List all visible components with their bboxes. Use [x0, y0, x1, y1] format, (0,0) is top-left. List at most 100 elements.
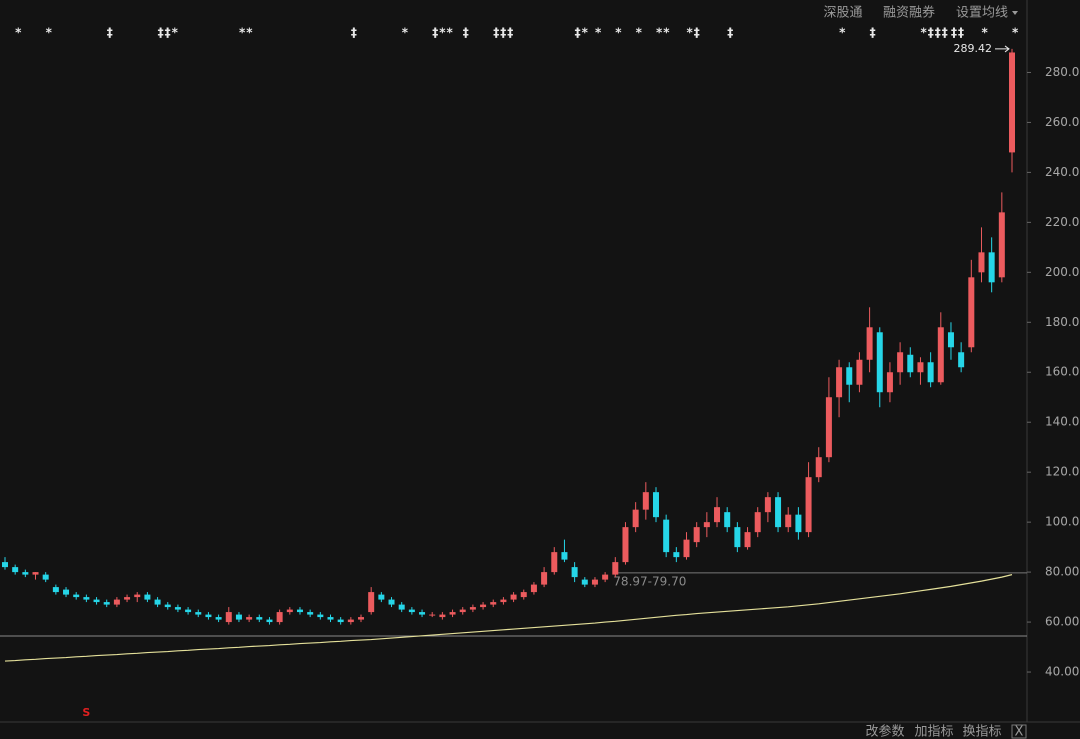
- candle-body: [185, 609, 192, 613]
- toolbar: 深股通 融资融券 设置均线: [823, 5, 1018, 21]
- candle-body: [266, 619, 273, 623]
- event-marker: *: [46, 26, 53, 40]
- event-marker: *: [15, 26, 22, 40]
- event-marker: ‡: [727, 26, 734, 40]
- candle-body: [73, 594, 80, 598]
- range-label: 78.97-79.70: [613, 574, 686, 588]
- candle-body: [164, 604, 171, 608]
- y-tick-label: 40.00: [1045, 665, 1079, 679]
- y-tick-label: 240.00: [1045, 165, 1080, 179]
- event-marker: **: [656, 26, 671, 40]
- toolbar-button[interactable]: 融资融券: [883, 5, 935, 21]
- candle-body: [856, 359, 863, 385]
- event-marker: ‡: [107, 26, 114, 40]
- event-marker: *: [981, 26, 988, 40]
- candle-body: [683, 539, 690, 558]
- candle-body: [724, 512, 731, 528]
- event-marker: ‡‡‡: [493, 26, 514, 40]
- candle-body: [937, 327, 944, 383]
- candle-body: [744, 532, 751, 548]
- candle-body: [561, 552, 568, 560]
- dropdown-arrow: [1012, 11, 1018, 15]
- event-marker: *: [615, 26, 622, 40]
- close-box: [1011, 724, 1027, 739]
- candle-body: [947, 332, 954, 348]
- candle-body: [998, 212, 1005, 278]
- candle-body: [93, 599, 100, 603]
- event-marker: *‡‡‡: [920, 26, 948, 40]
- candle-body: [622, 527, 629, 563]
- event-marker: ‡: [870, 26, 877, 40]
- y-tick-label: 120.00: [1045, 465, 1080, 479]
- candle-body: [388, 599, 395, 605]
- candle-body: [144, 594, 151, 600]
- candle-body: [652, 492, 659, 518]
- candle-body: [296, 609, 303, 613]
- candle-body: [286, 609, 293, 613]
- event-marker: *: [839, 26, 846, 40]
- candle-body: [358, 617, 365, 620]
- candle-body: [22, 572, 29, 575]
- candle-body: [958, 352, 965, 368]
- candle-body: [154, 599, 161, 605]
- candle-body: [612, 562, 619, 575]
- candle-body: [815, 457, 822, 478]
- event-marker: *: [636, 26, 643, 40]
- footer: 改参数 加指标 换指标 X: [865, 724, 1027, 739]
- candle-body: [795, 514, 802, 533]
- candle-body: [276, 612, 283, 623]
- candle-body: [52, 587, 59, 593]
- event-marker: *: [595, 26, 602, 40]
- candle-body: [368, 592, 375, 613]
- candle-body: [510, 594, 517, 600]
- candle-body: [469, 607, 476, 610]
- candle-body: [714, 507, 721, 523]
- candle-body: [642, 492, 649, 510]
- candle-body: [897, 352, 904, 373]
- candle-body: [500, 599, 507, 603]
- event-marker: *: [1012, 26, 1019, 40]
- y-tick-label: 280.00: [1045, 65, 1080, 79]
- candle-body: [317, 614, 324, 618]
- event-marker: ‡: [463, 26, 470, 40]
- candle-body: [846, 367, 853, 385]
- candle-body: [927, 362, 934, 383]
- close-button[interactable]: X: [1015, 725, 1024, 739]
- event-marker: *: [402, 26, 409, 40]
- candle-body: [673, 552, 680, 558]
- toolbar-button[interactable]: 设置均线: [956, 6, 1008, 21]
- event-marker: *‡: [687, 26, 701, 40]
- candle-body: [825, 397, 832, 458]
- footer-button[interactable]: 换指标: [962, 725, 1001, 739]
- candle-body: [195, 612, 202, 615]
- candle-body: [307, 612, 314, 615]
- candle-body: [551, 552, 558, 573]
- footer-button[interactable]: 加指标: [914, 725, 953, 739]
- candle-body: [113, 599, 120, 605]
- candle-body: [103, 602, 110, 605]
- candle-body: [836, 367, 843, 398]
- candle-body: [205, 614, 212, 618]
- candle-body: [785, 514, 792, 528]
- candle-body: [246, 617, 253, 620]
- candle-body: [988, 252, 995, 283]
- candle-body: [42, 574, 49, 580]
- candle-body: [2, 562, 8, 568]
- candle-body: [754, 512, 761, 533]
- candle-body: [429, 614, 436, 616]
- candle-body: [632, 509, 639, 528]
- candle-body: [327, 617, 334, 620]
- candle-body: [734, 527, 741, 548]
- toolbar-button[interactable]: 深股通: [823, 6, 862, 21]
- footer-button[interactable]: 改参数: [865, 724, 904, 739]
- candle-body: [907, 354, 914, 373]
- candle-body: [83, 597, 90, 600]
- candle-body: [398, 604, 405, 610]
- candle-body: [459, 609, 466, 613]
- y-tick-label: 260.00: [1045, 115, 1080, 129]
- y-tick-label: 180.00: [1045, 315, 1080, 329]
- candle-body: [419, 612, 426, 615]
- candle-body: [124, 597, 131, 600]
- ma-line: [4, 574, 1013, 662]
- candle-body: [215, 617, 222, 620]
